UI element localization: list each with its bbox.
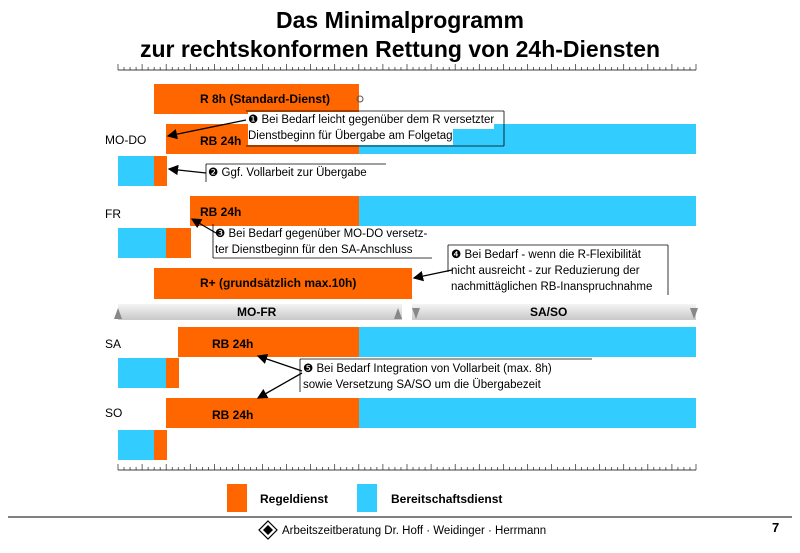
- bar-fr-tail-bereit: [118, 228, 166, 258]
- note-2: ❷ Ggf. Vollarbeit zur Übergabe: [208, 165, 367, 182]
- page-number: 7: [772, 520, 780, 535]
- footer-company: Arbeitszeitberatung Dr. Hoff · Weidinger…: [282, 525, 547, 537]
- bar-sa-rb-bereit: [359, 327, 696, 357]
- bar-sa-rb-label: RB 24h: [212, 337, 254, 351]
- separator-sa-so-label: SA/SO: [530, 305, 568, 319]
- bar-so-rb-bereit: [359, 398, 696, 428]
- note-4-line-2: nicht ausreicht - zur Reduzierung der: [451, 263, 640, 280]
- row-label-fr: FR: [105, 207, 121, 221]
- legend-label-regeldienst: Regeldienst: [260, 492, 329, 506]
- bar-mo-do-tail-bereit: [118, 156, 154, 186]
- legend-swatch-bereitschaftsdienst: [357, 484, 377, 512]
- legend-label-bereitschaftsdienst: Bereitschaftsdienst: [391, 492, 503, 506]
- note-4-line-3: nachmittäglichen RB-Inanspruchnahme: [451, 279, 653, 296]
- separator-mo-fr-label: MO-FR: [237, 305, 277, 319]
- ruler-bottom: [117, 464, 697, 471]
- bar-so-rb-regel: [166, 398, 359, 428]
- note-5-line-1: ❺ Bei Bedarf Integration von Vollarbeit …: [303, 361, 552, 378]
- bar-sa-tail-bereit: [118, 358, 166, 388]
- note-4-line-1: ❹ Bei Bedarf - wenn die R-Flexibilität: [451, 247, 641, 264]
- note-3-line-2: ter Dienstbeginn für den SA-Anschluss: [215, 242, 413, 259]
- title-line-1: Das Minimalprogramm: [276, 7, 524, 33]
- bar-sa-tail-regel: [166, 358, 179, 388]
- company-logo-icon: [258, 520, 278, 540]
- ruler-top: [117, 64, 697, 71]
- bar-fr-rb-label: RB 24h: [200, 205, 242, 219]
- bar-fr-tail-regel: [166, 228, 191, 258]
- note-1-line-2: Dienstbeginn für Übergabe am Folgetag: [248, 128, 453, 145]
- bar-fr-rb-regel: [190, 196, 359, 226]
- bar-mo-do-rb-label: RB 24h: [200, 134, 242, 148]
- bar-so-tail-bereit: [118, 430, 154, 460]
- row-label-sa: SA: [105, 337, 122, 351]
- row-label-mo-do: MO-DO: [105, 133, 147, 147]
- separator-mo-fr: [118, 304, 402, 320]
- bar-so-tail-regel: [154, 430, 167, 460]
- note-5-line-2: sowie Versetzung SA/SO um die Übergabeze…: [303, 377, 541, 394]
- bar-rplus: [154, 268, 412, 299]
- legend-swatch-regeldienst: [227, 484, 247, 512]
- bar-mo-do-tail-regel: [154, 156, 167, 186]
- bar-so-rb-label: RB 24h: [212, 408, 254, 422]
- bar-r8h-label: R 8h (Standard-Dienst): [200, 92, 331, 106]
- bar-r8h: [154, 84, 359, 114]
- title-line-2: zur rechtskonformen Rettung von 24h-Dien…: [139, 36, 661, 62]
- separator-sa-so: [412, 304, 696, 320]
- bar-rplus-label: R+ (grundsätzlich max.10h): [200, 276, 357, 290]
- note-3-line-1: ❸ Bei Bedarf gegenüber MO-DO versetz-: [215, 226, 428, 243]
- bar-sa-rb-regel: [178, 327, 359, 357]
- row-label-so: SO: [105, 406, 123, 420]
- bar-fr-rb-bereit: [359, 196, 696, 226]
- note-1-line-1: ❶ Bei Bedarf leicht gegenüber dem R vers…: [248, 112, 495, 129]
